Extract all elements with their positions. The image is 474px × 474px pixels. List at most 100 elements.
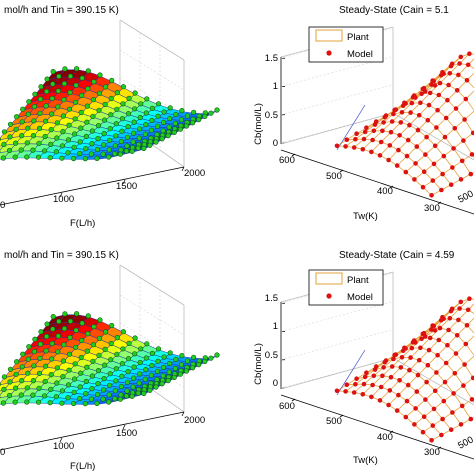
- model-marker: [425, 117, 431, 123]
- model-marker: [465, 62, 471, 68]
- data-marker: [191, 109, 197, 115]
- data-marker: [13, 140, 19, 146]
- data-marker: [25, 356, 31, 362]
- data-marker: [155, 358, 161, 364]
- model-marker: [463, 341, 469, 347]
- model-marker: [370, 137, 375, 143]
- data-marker: [42, 118, 49, 124]
- model-marker: [388, 374, 394, 380]
- tw-tick-label: 600: [279, 155, 295, 166]
- data-marker: [18, 392, 24, 398]
- data-marker: [56, 73, 62, 79]
- data-marker: [73, 327, 79, 333]
- model-marker: [453, 106, 459, 111]
- data-marker: [65, 137, 72, 143]
- data-marker: [113, 366, 119, 372]
- model-marker: [422, 334, 428, 339]
- model-marker: [467, 296, 472, 301]
- x-axis-line: [0, 166, 185, 206]
- grid-line: [280, 301, 394, 332]
- data-marker: [32, 91, 38, 97]
- model-marker: [361, 136, 367, 142]
- surface-mesh: [0, 69, 218, 160]
- data-marker: [41, 393, 48, 399]
- data-marker: [61, 325, 68, 332]
- z-tick-label: 0: [273, 378, 278, 389]
- model-marker: [408, 110, 413, 115]
- data-marker: [37, 355, 43, 361]
- data-marker: [78, 109, 84, 116]
- data-marker: [77, 150, 83, 157]
- data-marker: [42, 363, 49, 369]
- data-marker: [108, 357, 114, 363]
- data-marker: [106, 154, 112, 160]
- axes-box: [0, 264, 185, 451]
- model-marker: [434, 370, 439, 375]
- data-marker: [65, 382, 72, 388]
- legend: Plant Model: [308, 269, 384, 306]
- z-tick-label: 1.5: [265, 293, 278, 304]
- data-marker: [77, 395, 83, 402]
- model-marker: [378, 139, 384, 145]
- model-marker: [456, 72, 461, 78]
- x-axis-line: [0, 411, 185, 451]
- x-tick-mark: [122, 424, 126, 430]
- model-marker: [448, 427, 454, 432]
- data-marker: [18, 147, 24, 153]
- data-marker: [94, 391, 101, 398]
- data-marker: [114, 106, 120, 112]
- tw-tick-label: 300: [424, 203, 440, 214]
- data-marker: [160, 373, 166, 379]
- model-marker: [448, 182, 454, 187]
- plant-mesh-line: [336, 104, 366, 151]
- data-marker: [37, 341, 44, 347]
- data-marker: [90, 358, 96, 364]
- data-marker: [190, 365, 196, 371]
- data-marker: [31, 363, 37, 369]
- data-marker: [66, 106, 73, 112]
- data-marker: [55, 349, 61, 355]
- model-marker: [343, 389, 348, 394]
- tw-axis-line: [280, 394, 474, 460]
- data-marker: [143, 367, 149, 373]
- data-marker: [90, 97, 96, 103]
- data-marker: [167, 350, 173, 356]
- model-marker: [424, 134, 429, 140]
- data-marker: [131, 364, 137, 370]
- model-marker: [381, 120, 386, 125]
- data-marker: [71, 389, 77, 395]
- model-marker: [443, 115, 449, 121]
- data-marker: [101, 362, 108, 368]
- data-marker: [131, 375, 137, 381]
- model-marker: [364, 125, 369, 130]
- data-marker: [1, 374, 8, 380]
- model-marker: [353, 381, 358, 387]
- model-marker: [467, 51, 472, 56]
- data-marker: [202, 113, 208, 119]
- z-tick-label: 0: [273, 138, 278, 149]
- data-marker: [141, 145, 147, 151]
- model-marker: [447, 316, 453, 321]
- legend-swatch-plant: [315, 29, 343, 42]
- data-marker: [49, 95, 55, 102]
- data-marker: [173, 356, 179, 363]
- z-tick-label: 0.5: [265, 110, 278, 121]
- data-marker: [167, 360, 173, 367]
- data-marker: [71, 131, 78, 137]
- data-marker: [214, 107, 220, 113]
- data-marker: [153, 384, 159, 390]
- data-marker: [85, 86, 91, 92]
- data-marker: [97, 72, 103, 78]
- model-marker: [443, 360, 449, 366]
- model-marker: [442, 379, 448, 385]
- x-tick-mark: [181, 411, 185, 417]
- data-marker: [183, 123, 190, 129]
- model-marker: [470, 375, 474, 381]
- data-marker: [154, 123, 161, 129]
- data-marker: [113, 133, 119, 139]
- z-axis-label: Cb(mol/L): [253, 343, 264, 385]
- data-marker: [136, 135, 142, 141]
- model-marker: [371, 128, 377, 134]
- data-marker: [107, 126, 113, 132]
- data-marker: [53, 394, 59, 400]
